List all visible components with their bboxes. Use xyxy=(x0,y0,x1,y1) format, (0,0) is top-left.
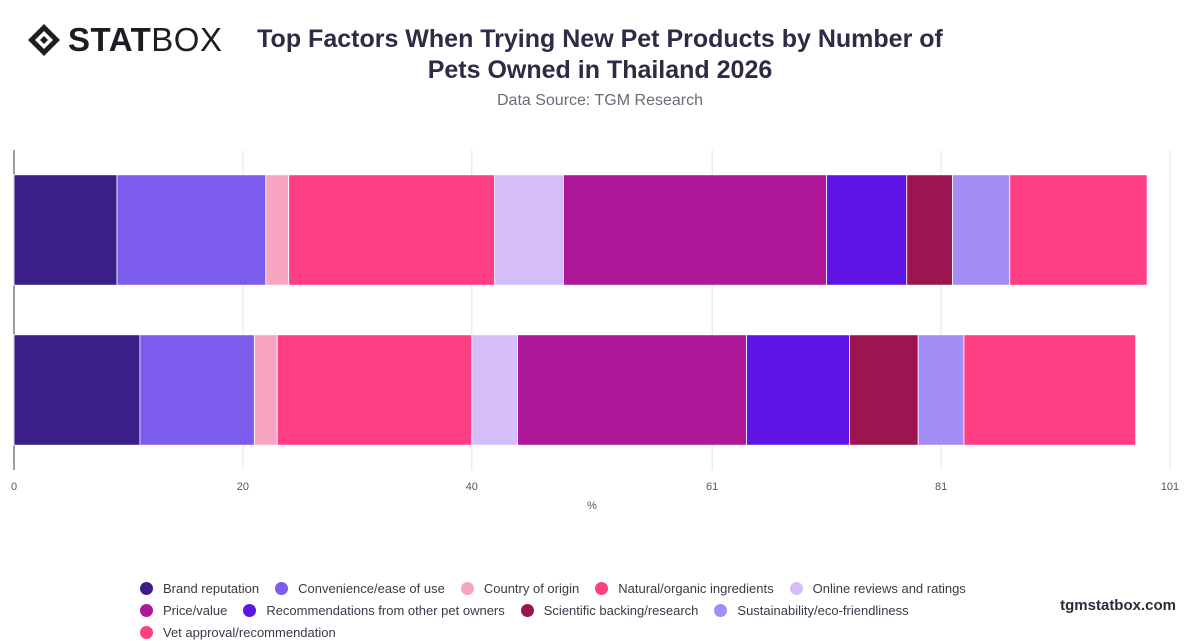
bar-segment xyxy=(471,334,519,446)
legend-label: Brand reputation xyxy=(163,581,260,596)
bar-segment xyxy=(517,334,747,446)
legend-swatch xyxy=(140,604,153,617)
bar-segment xyxy=(963,334,1137,446)
stacked-bar-chart: 0 20 40 61 81 101% xyxy=(11,150,1179,512)
bar-segment xyxy=(906,174,953,286)
bar-segment xyxy=(494,174,564,286)
x-tick-label: 0 xyxy=(11,481,17,493)
legend-label: Scientific backing/research xyxy=(543,603,699,618)
bar-segment xyxy=(952,174,1011,286)
legend-swatch xyxy=(460,582,474,595)
bar-segment xyxy=(288,174,496,286)
bar-segment xyxy=(562,174,828,286)
legend-swatch xyxy=(243,604,257,617)
legend-swatch xyxy=(789,582,803,595)
bar-segment xyxy=(139,334,255,446)
bar-segment xyxy=(265,174,290,286)
legend-label: Natural/organic ingredients xyxy=(618,581,774,596)
legend-item[interactable]: Sustainability/eco-friendliness xyxy=(714,602,909,619)
bar-segment xyxy=(1009,174,1148,286)
logo-wordmark: STATBOX xyxy=(68,22,222,58)
legend-swatch xyxy=(595,582,609,595)
chart-title: Top Factors When Trying New Pet Products… xyxy=(257,25,943,84)
legend-item[interactable]: Vet approval/recommendation xyxy=(140,624,336,641)
x-tick-label: 81 xyxy=(935,481,947,493)
x-axis-label: % xyxy=(587,500,597,512)
logo-light-text: BOX xyxy=(151,21,223,58)
legend-swatch xyxy=(714,604,728,617)
legend-swatch xyxy=(520,604,534,617)
chart-legend: Brand reputation Convenience/ease of use C… xyxy=(140,580,1060,641)
legend-label: Online reviews and ratings xyxy=(812,581,966,596)
legend-swatch xyxy=(140,582,153,595)
legend-item[interactable]: Convenience/ease of use xyxy=(275,580,445,597)
legend-swatch xyxy=(275,582,289,595)
legend-label: Recommendations from other pet owners xyxy=(266,603,505,618)
statbox-diamond-icon xyxy=(28,24,60,56)
legend-item[interactable]: Natural/organic ingredients xyxy=(595,580,774,597)
legend-item[interactable]: Brand reputation xyxy=(140,580,259,597)
legend-label: Vet approval/recommendation xyxy=(163,625,336,640)
x-tick-label: 101 xyxy=(1161,481,1179,493)
bar-segment xyxy=(849,334,919,446)
legend-label: Convenience/ease of use xyxy=(298,581,445,596)
legend-label: Sustainability/eco-friendliness xyxy=(737,603,909,618)
legend-item[interactable]: Price/value xyxy=(140,602,227,619)
chart-subtitle: Data Source: TGM Research xyxy=(496,92,703,109)
x-tick-label: 61 xyxy=(706,481,718,493)
legend-label: Price/value xyxy=(163,603,228,618)
legend-item[interactable]: Scientific backing/research xyxy=(520,602,699,619)
bar-segment xyxy=(13,334,141,446)
x-tick-label: 40 xyxy=(466,481,478,493)
logo-bold-text: STAT xyxy=(68,21,152,58)
logo: STATBOX xyxy=(26,22,222,58)
bar-segment xyxy=(116,174,267,286)
legend-item[interactable]: Country of origin xyxy=(460,580,580,597)
footer-source: tgmstatbox.com xyxy=(1060,597,1176,614)
bar-segment xyxy=(746,334,850,446)
bar-segment xyxy=(13,174,118,286)
legend-item[interactable]: Online reviews and ratings xyxy=(789,580,966,597)
bar-segment xyxy=(917,334,965,446)
legend-label: Country of origin xyxy=(483,581,580,596)
bar-segment xyxy=(276,334,473,446)
bar-segment xyxy=(253,334,278,446)
x-tick-label: 20 xyxy=(237,481,249,493)
legend-item[interactable]: Recommendations from other pet owners xyxy=(243,602,505,619)
bar-segment xyxy=(826,174,908,286)
